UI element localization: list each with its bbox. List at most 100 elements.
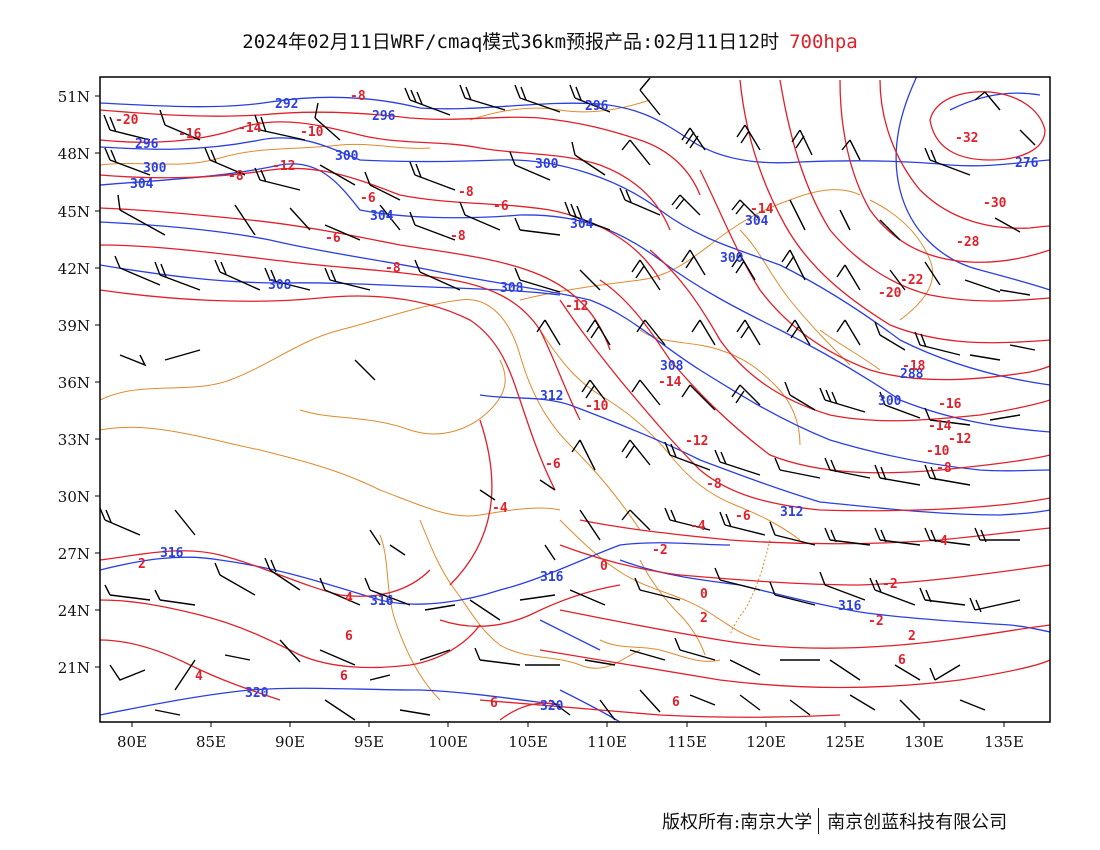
height-label: 312 (780, 505, 803, 520)
map-title: 2024年02月11日WRF/cmaq模式36km预报产品:02月11日12时 7… (0, 27, 1100, 54)
height-label: 308 (660, 359, 684, 374)
height-label: 312 (540, 389, 563, 404)
height-label: 304 (745, 214, 769, 229)
height-label: 288 (900, 367, 924, 382)
height-label: 296 (135, 137, 159, 152)
temperature-label: -6 (545, 457, 561, 472)
boundaries-layer (100, 99, 934, 701)
height-label: 300 (535, 157, 559, 172)
lat-label: 21N (58, 659, 90, 677)
temperature-label: -8 (936, 461, 952, 476)
temperature-label: 0 (700, 587, 708, 602)
temperature-label: -20 (878, 286, 902, 301)
temperature-labels-layer: -20 -16 -14 -10 -12 -8 -8 -8 -6 -6 -6 -8… (115, 89, 1007, 711)
lat-label: 45N (58, 203, 90, 221)
temperature-label: -12 (685, 434, 708, 449)
temperature-label: -2 (868, 614, 884, 629)
temperature-label: -8 (228, 169, 244, 184)
temperature-label: -8 (385, 261, 401, 276)
temperature-label: 4 (195, 669, 203, 684)
height-label: 304 (570, 217, 594, 232)
temperature-label: -14 (238, 121, 262, 136)
temperature-label: 6 (340, 669, 348, 684)
temperature-label: -10 (585, 399, 609, 414)
temperature-label: -10 (300, 125, 324, 140)
temperature-contours-layer (100, 79, 1050, 721)
temperature-label: -8 (450, 229, 466, 244)
temperature-label: -30 (983, 196, 1007, 211)
temperature-label: 6 (490, 696, 498, 711)
temperature-label: -2 (652, 543, 668, 558)
temperature-label: -28 (956, 235, 980, 250)
height-label: 316 (370, 594, 394, 609)
temperature-label: -10 (926, 444, 950, 459)
temperature-label: -12 (272, 159, 295, 174)
height-label: 300 (720, 251, 744, 266)
lon-label: 135E (984, 733, 1024, 751)
lat-label: 39N (58, 317, 90, 335)
lon-label: 90E (275, 733, 305, 751)
copyright-footer: 版权所有:南京大学 南京创蓝科技有限公司 (662, 808, 1007, 834)
title-main: 2024年02月11日WRF/cmaq模式36km预报产品:02月11日12时 (242, 31, 780, 53)
temperature-label: -14 (658, 375, 682, 390)
height-label: 316 (160, 546, 184, 561)
footer-divider (818, 808, 820, 834)
lon-label: 110E (587, 733, 627, 751)
lat-label: 48N (58, 145, 90, 163)
height-label: 296 (372, 109, 396, 124)
height-label: 308 (500, 281, 524, 296)
plot-frame (99, 76, 1051, 723)
height-label: 292 (275, 97, 298, 112)
height-label: 300 (143, 161, 167, 176)
copyright-left: 版权所有:南京大学 (662, 812, 813, 833)
temperature-label: -4 (690, 519, 706, 534)
temperature-label: -22 (900, 273, 923, 288)
temperature-label: 6 (345, 629, 353, 644)
height-label: 300 (878, 394, 902, 409)
lon-label: 100E (428, 733, 468, 751)
temperature-label: -8 (706, 477, 722, 492)
temperature-label: -16 (178, 127, 202, 142)
lat-label: 51N (58, 88, 90, 106)
temperature-label: -14 (928, 419, 952, 434)
temperature-label: 2 (700, 611, 708, 626)
wind-barbs-layer (100, 77, 1036, 721)
height-label: 320 (540, 699, 564, 714)
temperature-label: 6 (898, 653, 906, 668)
temperature-label: -20 (115, 113, 139, 128)
temperature-label: -12 (948, 432, 971, 447)
temperature-label: -6 (325, 231, 341, 246)
lon-label: 120E (746, 733, 786, 751)
longitude-labels: 80E 85E 90E 95E 100E 105E 110E 115E 120E… (117, 733, 1024, 751)
height-label: 316 (540, 570, 564, 585)
copyright-right: 南京创蓝科技有限公司 (827, 812, 1008, 833)
height-labels-layer: 292 296 296 300 300 300 304 304 304 308 … (130, 97, 1039, 714)
temperature-label: -2 (882, 577, 898, 592)
lat-label: 42N (58, 260, 90, 278)
height-label: 300 (335, 149, 359, 164)
height-label: 304 (370, 209, 394, 224)
height-label: 304 (130, 177, 154, 192)
latitude-labels: 51N 48N 45N 42N 39N 36N 33N 30N 27N 24N … (58, 88, 90, 677)
lon-label: 85E (196, 733, 226, 751)
lon-label: 105E (508, 733, 548, 751)
temperature-label: -6 (735, 509, 751, 524)
temperature-label: -16 (938, 397, 962, 412)
lon-label: 80E (117, 733, 147, 751)
temperature-label: 0 (600, 559, 608, 574)
title-level: 700hpa (789, 31, 858, 53)
lon-label: 130E (904, 733, 944, 751)
temperature-label: -4 (492, 501, 508, 516)
lat-label: 33N (58, 431, 90, 449)
height-label: 296 (585, 99, 609, 114)
temperature-label: -6 (360, 191, 376, 206)
lon-label: 115E (667, 733, 707, 751)
lon-label: 95E (354, 733, 384, 751)
height-label: 316 (838, 599, 862, 614)
temperature-label: -8 (458, 185, 474, 200)
lat-label: 24N (58, 602, 90, 620)
temperature-label: 4 (345, 591, 353, 606)
temperature-label: 6 (672, 695, 680, 710)
height-label: 276 (1015, 156, 1039, 171)
